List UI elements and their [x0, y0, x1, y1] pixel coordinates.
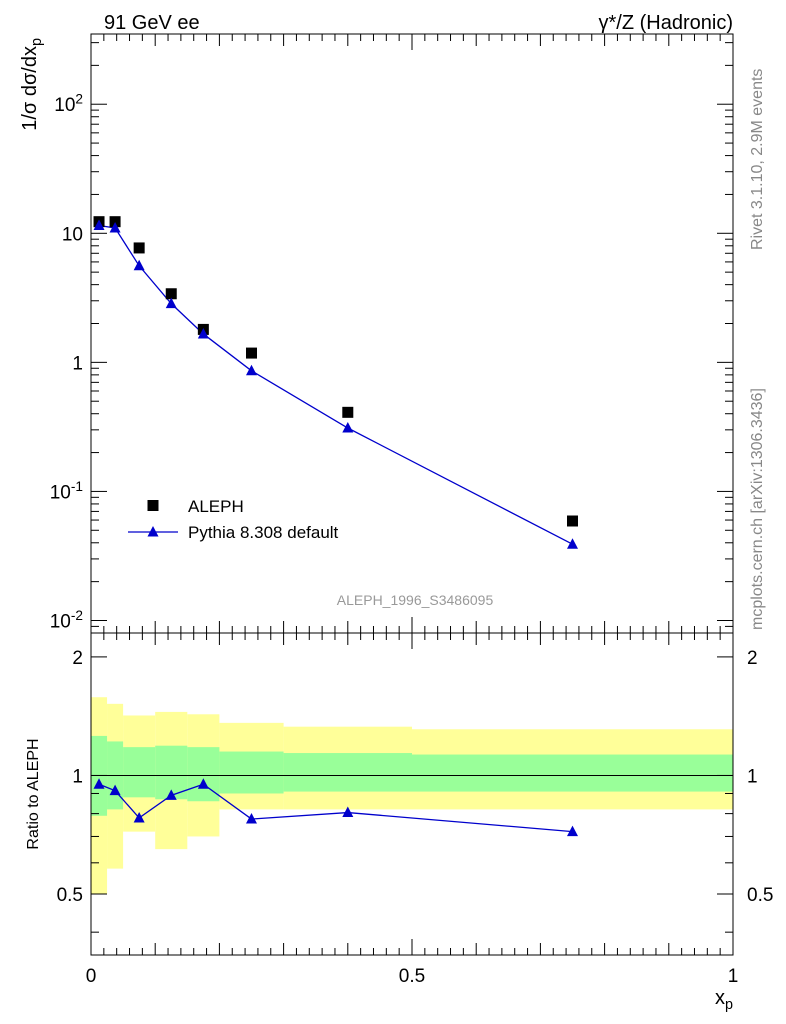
right-title: γ*/Z (Hadronic): [599, 12, 733, 34]
uncertainty-band-inner: [283, 753, 412, 792]
legend: ALEPH Pythia 8.308 default: [128, 497, 339, 542]
ratio-pythia-point: [246, 813, 257, 824]
pythia-point: [133, 259, 145, 271]
pythia-line: [98, 224, 573, 545]
ratio-pythia-point: [342, 806, 354, 818]
ratio-y-tick-label-right: 1: [747, 766, 758, 787]
ratio-y-tick-label: 0.5: [57, 885, 83, 906]
ratio-panel: 0.5 0.5 1 1 2 2 0 0.5 1 Ratio to ALEPH xp: [25, 632, 773, 1013]
ratio-y-tick-label-right: 2: [747, 648, 758, 669]
pythia-point: [246, 364, 257, 376]
aleph-point: [133, 242, 145, 254]
legend-label-aleph: ALEPH: [188, 497, 244, 516]
aleph-point: [109, 216, 121, 228]
y-tick-label: 102: [54, 92, 83, 117]
ratio-y-tick-label: 1: [72, 766, 83, 787]
pythia-point: [342, 422, 354, 433]
aleph-point: [165, 288, 177, 300]
uncertainty-band-inner: [412, 754, 733, 792]
aleph-point: [567, 515, 578, 527]
main-panel: 10-2 10-1 1 10 102 1/σ dσ/dxp ALEPH_1996_S3486…: [19, 33, 734, 634]
legend-label-pythia: Pythia 8.308 default: [188, 523, 339, 542]
ratio-y-tick-label-right: 0.5: [747, 885, 773, 906]
uncertainty-band-inner: [123, 747, 156, 798]
watermark: ALEPH_1996_S3486095: [337, 592, 494, 608]
y-tick-label: 1: [72, 353, 83, 374]
mcplots-label: mcplots.cern.ch [arXiv:1306.3436]: [749, 388, 766, 630]
ratio-pythia-point: [197, 778, 209, 789]
ratio-pythia-point: [165, 789, 177, 800]
ratio-x-tick-label: 0.5: [399, 966, 425, 987]
uncertainty-band-inner: [219, 751, 284, 794]
pythia-point: [197, 327, 209, 339]
y-tick-label: 10: [62, 224, 83, 245]
ratio-pythia-point: [109, 784, 121, 796]
x-axis-label: xp: [715, 987, 733, 1013]
ratio-y-axis-label: Ratio to ALEPH: [25, 738, 42, 849]
pythia-point: [93, 219, 105, 230]
ratio-y-tick-label: 2: [72, 648, 83, 669]
pythia-point: [109, 221, 121, 233]
ratio-x-tick-label: 0: [86, 966, 97, 987]
aleph-point: [246, 347, 257, 359]
legend-marker-pythia: [147, 526, 159, 537]
ratio-pythia-point: [93, 778, 105, 789]
y-tick-label: 10-1: [50, 479, 83, 504]
ratio-pythia-line: [98, 783, 573, 833]
ratio-x-tick-label: 1: [728, 966, 739, 987]
left-title: 91 GeV ee: [104, 12, 200, 34]
main-frame: [90, 33, 734, 634]
y-tick-label: 10-2: [50, 608, 83, 633]
ratio-pythia-point: [133, 811, 145, 823]
legend-marker-aleph: [147, 500, 159, 511]
pythia-point: [567, 538, 578, 549]
ratio-pythia-point: [567, 825, 578, 837]
y-axis-label: 1/σ dσ/dxp: [19, 38, 45, 131]
pythia-point: [165, 297, 177, 309]
rivet-label: Rivet 3.1.10, 2.9M events: [749, 69, 766, 250]
aleph-point: [342, 406, 354, 418]
